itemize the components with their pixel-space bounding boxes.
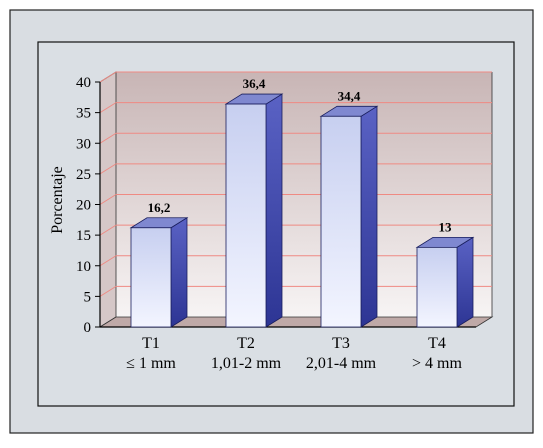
y-tick-label: 35 [76,106,91,122]
x-tick-label-range: 2,01-4 mm [306,355,377,372]
data-label: 36,4 [243,76,266,91]
bar-side [170,217,188,328]
gridline-side [99,255,117,267]
bar-front [225,103,267,328]
data-label: 34,4 [338,88,361,103]
y-tick-label: 5 [84,289,92,305]
y-tick-label: 15 [76,228,91,244]
x-tick-label-code: T3 [332,335,350,352]
bar-front [416,246,458,328]
y-tick-label: 30 [76,136,91,152]
gridline-side [99,285,117,297]
gridline-side [99,194,117,205]
y-tick-label: 25 [76,167,91,183]
x-tick-label-range: > 4 mm [412,355,462,372]
gridline-side [99,224,117,236]
bar-side [265,93,283,328]
bar-t4: 13 [415,219,475,328]
bar-front [320,115,362,328]
y-tick-label: 10 [76,259,91,275]
y-tick-label: 20 [76,198,91,214]
data-label: 16,2 [148,200,171,215]
bar-side [360,105,378,328]
x-tick-label-code: T4 [428,335,446,352]
y-tick-label: 40 [76,75,91,91]
bar-t1: 16,2 [129,200,189,328]
x-tick-label-code: T2 [237,335,255,352]
bar-t2: 36,4 [224,76,284,328]
x-tick-label-code: T1 [142,335,160,352]
data-label: 13 [439,219,453,234]
gridline-side [99,102,117,114]
gridline-side [99,132,117,144]
x-tick-label-range: 1,01-2 mm [211,355,282,372]
gridline-side [99,71,117,83]
gridline-side [99,163,117,175]
y-axis-label: Porcentaje [49,166,66,234]
bar-t3: 34,4 [319,88,379,328]
bar-side [456,236,474,328]
x-tick-label-range: ≤ 1 mm [126,355,176,372]
bar-front [130,227,172,328]
y-tick-label: 0 [84,320,92,336]
